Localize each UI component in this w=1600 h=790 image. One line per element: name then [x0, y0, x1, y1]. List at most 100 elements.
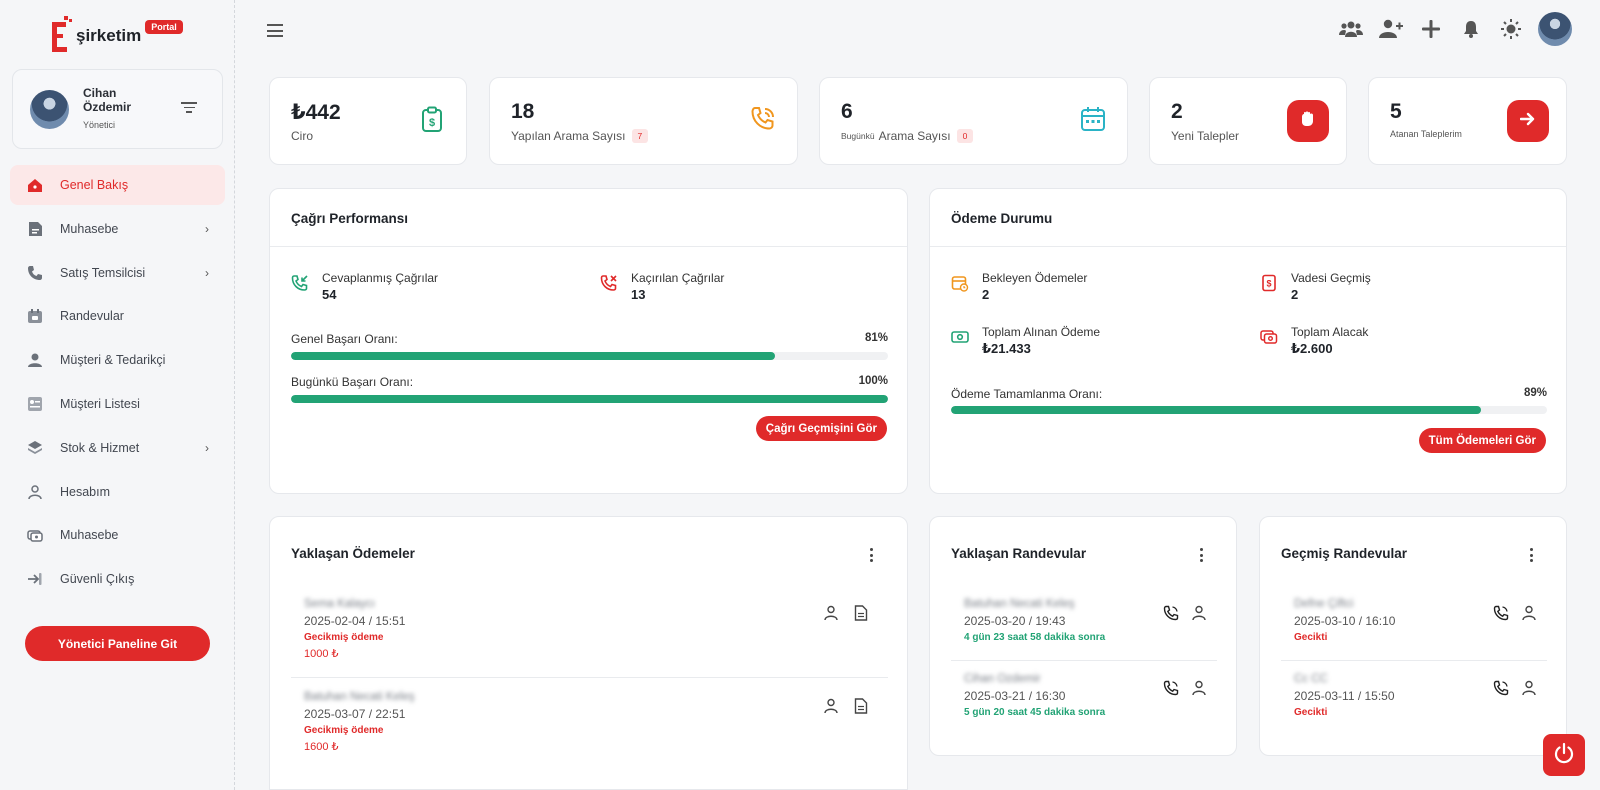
sidebar-item-hesabim[interactable]: Hesabım: [10, 472, 225, 512]
stat-label-prefix: Bugünkü: [841, 131, 875, 141]
phone-call-icon[interactable]: [1163, 680, 1179, 696]
general-rate-row: Genel Başarı Oranı: 81%: [291, 332, 888, 346]
bell-icon[interactable]: [1458, 16, 1484, 42]
progress-label: Ödeme Tamamlanma Oranı:: [951, 387, 1103, 401]
users-icon[interactable]: [1338, 16, 1364, 42]
payment-amount: 1000 ₺: [304, 648, 339, 660]
power-button[interactable]: [1543, 734, 1585, 776]
card-title: Geçmiş Randevular: [1281, 546, 1408, 561]
sidebar-item-label: Satış Temsilcisi: [60, 265, 146, 280]
assigned-requests-button[interactable]: [1507, 100, 1549, 142]
user-outline-icon[interactable]: [823, 698, 839, 714]
stat-card-today-calls: 6 Bugünkü Arama Sayısı 0: [819, 77, 1128, 165]
user-outline-icon[interactable]: [1521, 680, 1537, 696]
sidebar-item-label: Hesabım: [60, 484, 111, 499]
phone-call-icon[interactable]: [1493, 680, 1509, 696]
phone-call-icon[interactable]: [1493, 605, 1509, 621]
payment-status: Gecikmiş ödeme: [304, 632, 384, 643]
profile-card[interactable]: Cihan Özdemir Yönetici: [12, 69, 223, 149]
menu-icon[interactable]: [267, 24, 283, 38]
upcoming-appointments-card: Yaklaşan Randevular Batuhan Necati Keleş…: [929, 516, 1237, 756]
calendar-icon: [1079, 105, 1107, 133]
user-outline-icon[interactable]: [1521, 605, 1537, 621]
home-icon: [26, 176, 44, 194]
sidebar-item-muhasebe-2[interactable]: Muhasebe: [10, 515, 225, 555]
metric-value: ₺2.600: [1291, 341, 1333, 356]
call-history-button[interactable]: Çağrı Geçmişini Gör: [755, 416, 887, 441]
phone-missed-icon: [600, 274, 618, 292]
sidebar-item-musteri-tedarikci[interactable]: Müşteri & Tedarikçi: [10, 340, 225, 380]
sidebar-item-stok-hizmet[interactable]: Stok & Hizmet ›: [10, 428, 225, 468]
progress-value: 81%: [864, 332, 888, 344]
new-requests-button[interactable]: [1287, 100, 1329, 142]
user-outline-icon: [26, 483, 44, 501]
phone-incoming-icon: [291, 274, 309, 292]
invoice-icon: $: [1260, 274, 1278, 292]
payment-customer-name: Batuhan Necati Keleş: [304, 691, 415, 703]
user-avatar[interactable]: [1538, 12, 1572, 46]
stat-label: Ciro: [291, 129, 313, 143]
user-outline-icon[interactable]: [823, 605, 839, 621]
brand-logo[interactable]: şirketim Portal: [50, 12, 183, 52]
sidebar-item-muhasebe[interactable]: Muhasebe ›: [10, 209, 225, 249]
all-payments-button[interactable]: Tüm Ödemeleri Gör: [1418, 428, 1546, 453]
list-item[interactable]: Cc CC 2025-03-11 / 15:50 Gecikti: [1294, 673, 1395, 718]
progress-label: Bugünkü Başarı Oranı:: [291, 375, 414, 389]
more-vertical-icon[interactable]: [1528, 548, 1534, 562]
svg-text:$: $: [1266, 279, 1271, 289]
stat-label: Bugünkü Arama Sayısı 0: [841, 129, 974, 143]
stat-value: ₺442: [291, 101, 341, 124]
add-user-icon[interactable]: [1378, 16, 1404, 42]
sidebar-item-musteri-listesi[interactable]: Müşteri Listesi: [10, 384, 225, 424]
general-rate-bar: [291, 352, 888, 360]
list-item[interactable]: Sema Kalaycı 2025-02-04 / 15:51 Gecikmiş…: [304, 598, 405, 660]
brand-badge: Portal: [145, 20, 183, 34]
avatar[interactable]: [30, 90, 69, 129]
filter-icon[interactable]: [181, 102, 197, 114]
arrow-right-icon: [1519, 112, 1536, 131]
layers-icon: [26, 439, 44, 457]
cash-icon: [951, 328, 969, 346]
card-title: Yaklaşan Randevular: [951, 546, 1087, 561]
overdue-payments-metric: $ Vadesi Geçmiş 2: [1260, 271, 1371, 303]
sidebar-item-genel-bakis[interactable]: Genel Bakış: [10, 165, 225, 205]
profile-name: Cihan Özdemir: [83, 86, 132, 114]
list-item[interactable]: Defne Çiftci 2025-03-10 / 16:10 Gecikti: [1294, 598, 1395, 643]
sun-icon[interactable]: [1498, 16, 1524, 42]
list-icon: [26, 395, 44, 413]
more-vertical-icon[interactable]: [868, 548, 874, 562]
metric-label: Toplam Alacak: [1291, 325, 1369, 339]
user-outline-icon[interactable]: [1191, 680, 1207, 696]
metric-label: Vadesi Geçmiş: [1291, 271, 1371, 285]
today-rate-row: Bugünkü Başarı Oranı: 100%: [291, 375, 888, 389]
admin-panel-button[interactable]: Yönetici Paneline Git: [25, 626, 210, 661]
progress-value: 100%: [858, 375, 888, 387]
appointment-customer-name: Defne Çiftci: [1294, 598, 1354, 610]
sidebar-item-satis-temsilcisi[interactable]: Satış Temsilcisi ›: [10, 253, 225, 293]
call-performance-card: Çağrı Performansı Cevaplanmış Çağrılar 54…: [269, 188, 908, 494]
list-item[interactable]: Cihan Özdemir 2025-03-21 / 16:30 5 gün 2…: [964, 673, 1105, 718]
phone-icon: [26, 264, 44, 282]
phone-call-icon[interactable]: [1163, 605, 1179, 621]
count-badge: 7: [631, 129, 649, 143]
card-title: Yaklaşan Ödemeler: [291, 546, 415, 561]
appointment-date: 2025-03-21 / 16:30: [964, 689, 1066, 703]
payment-date: 2025-02-04 / 15:51: [304, 614, 406, 628]
count-badge: 0: [956, 129, 974, 143]
list-item[interactable]: Batuhan Necati Keleş 2025-03-20 / 19:43 …: [964, 598, 1105, 643]
completion-rate-bar: [951, 406, 1547, 414]
sidebar-item-guvenli-cikis[interactable]: Güvenli Çıkış: [10, 559, 225, 599]
plus-icon[interactable]: [1418, 16, 1444, 42]
receivable-metric: Toplam Alacak ₺2.600: [1260, 325, 1368, 357]
user-outline-icon[interactable]: [1191, 605, 1207, 621]
list-item[interactable]: Batuhan Necati Keleş 2025-03-07 / 22:51 …: [304, 691, 415, 753]
file-text-icon[interactable]: [853, 698, 869, 714]
sidebar-item-label: Güvenli Çıkış: [60, 572, 135, 587]
logo-mark: [50, 16, 74, 52]
file-text-icon[interactable]: [853, 605, 869, 621]
metric-value: ₺21.433: [982, 341, 1031, 356]
sidebar-item-randevular[interactable]: Randevular: [10, 296, 225, 336]
payment-status-card: Ödeme Durumu Bekleyen Ödemeler 2 $ Vadesi…: [929, 188, 1567, 494]
more-vertical-icon[interactable]: [1198, 548, 1204, 562]
payment-customer-name: Sema Kalaycı: [304, 598, 375, 610]
